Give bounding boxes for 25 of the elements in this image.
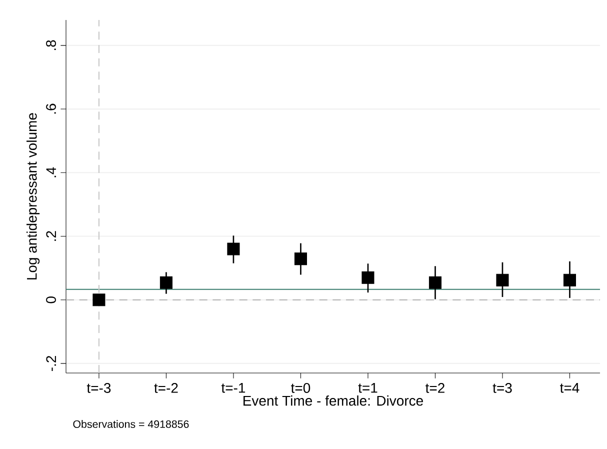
point — [563, 274, 576, 286]
point — [362, 271, 374, 284]
point — [496, 274, 509, 286]
x-tick-label: t=3 — [492, 383, 512, 393]
y-tick-label: .6 — [46, 104, 56, 114]
x-tick-label: t=2 — [426, 383, 444, 393]
point — [294, 252, 307, 266]
y-tick-label: .2 — [46, 231, 56, 241]
y-tick-label: 0 — [46, 296, 56, 304]
point — [160, 276, 172, 289]
text: Observations = 4918856 — [73, 420, 189, 428]
y-tick-label: .4 — [46, 167, 56, 178]
y-axis-title: Log antidepressant volume — [26, 113, 40, 280]
point — [227, 242, 240, 256]
x-tick-label: t=0 — [291, 383, 310, 393]
x-tick-label: t=4 — [560, 383, 580, 393]
x-axis-title: Event Time - female: Divorce — [244, 395, 423, 406]
x-tick-label: t=-1 — [221, 383, 246, 393]
point — [428, 276, 442, 289]
y-tick-label: -.2 — [46, 356, 56, 371]
point — [92, 294, 106, 306]
y-tick-label: .8 — [46, 40, 56, 50]
x-tick-label: t=1 — [358, 383, 378, 393]
x-tick-label: t=-2 — [154, 383, 178, 393]
x-tick-label: t=-3 — [86, 383, 111, 393]
